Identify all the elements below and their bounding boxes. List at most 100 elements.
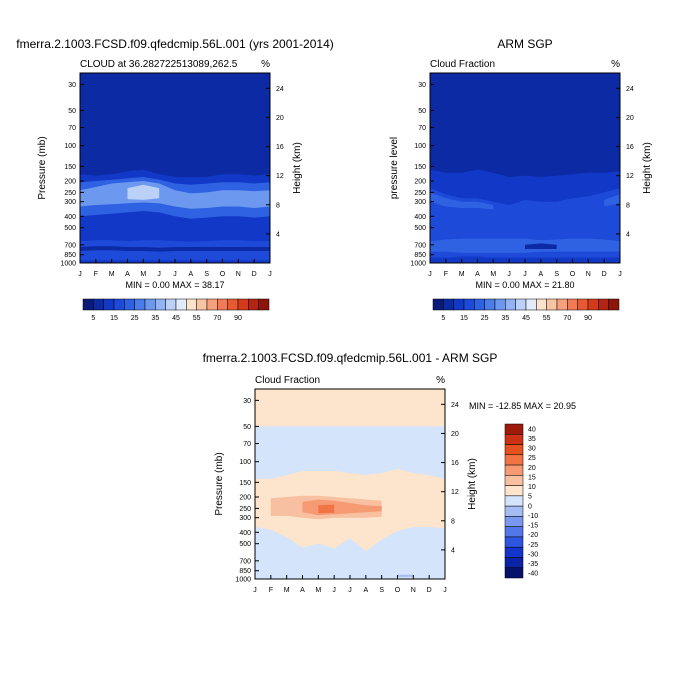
height-tick-label: 4 bbox=[451, 547, 455, 554]
y-tick-label: 700 bbox=[239, 558, 251, 565]
contour-region-2-0 bbox=[80, 181, 270, 209]
y-tick-label: 400 bbox=[239, 530, 251, 537]
obs-panel-ylabel-right: Height (km) bbox=[642, 142, 653, 194]
height-tick-label: 24 bbox=[451, 402, 459, 409]
y-tick-label: 200 bbox=[239, 495, 251, 502]
colorbar-label: 35 bbox=[528, 436, 536, 443]
x-tick-label: A bbox=[538, 271, 543, 278]
colorbar-box bbox=[443, 298, 454, 311]
colorbar-label: 35 bbox=[501, 315, 509, 322]
x-tick-label: F bbox=[94, 271, 98, 278]
y-tick-label: 30 bbox=[68, 82, 76, 89]
colorbar-box bbox=[546, 298, 558, 311]
colorbar-label: 45 bbox=[172, 315, 180, 322]
y-tick-label: 850 bbox=[239, 568, 251, 575]
height-tick-label: 4 bbox=[626, 231, 630, 238]
colorbar-box bbox=[536, 298, 547, 311]
diff-panel: fmerra.2.1003.FCSD.f09.qfedcmip.56L.001 … bbox=[203, 351, 576, 594]
diff-panel-title: fmerra.2.1003.FCSD.f09.qfedcmip.56L.001 … bbox=[203, 351, 498, 365]
colorbar-label: 55 bbox=[543, 315, 551, 322]
model-panel-ylabel: Pressure (mb) bbox=[37, 136, 48, 199]
colorbar-box bbox=[504, 505, 524, 517]
obs-panel-right-string: % bbox=[611, 59, 620, 70]
colorbar-label: -20 bbox=[528, 532, 538, 539]
model-panel-axes: J F M A M J J A S O N D J 30 50 70 100 150 200 250 300 400 500… bbox=[60, 82, 283, 278]
height-tick-label: 20 bbox=[626, 115, 634, 122]
y-tick-label: 300 bbox=[64, 199, 76, 206]
x-tick-label: J bbox=[268, 271, 272, 278]
colorbar-box bbox=[504, 444, 524, 456]
y-tick-label: 1000 bbox=[60, 261, 76, 268]
colorbar-label: 70 bbox=[563, 315, 571, 322]
y-tick-label: 700 bbox=[64, 242, 76, 249]
colorbar-box bbox=[453, 298, 465, 311]
colorbar-label: 0 bbox=[528, 503, 532, 510]
diff-panel-right-string: % bbox=[436, 375, 445, 386]
colorbar-label: 90 bbox=[234, 315, 242, 322]
x-tick-label: O bbox=[220, 271, 226, 278]
colorbar-box bbox=[504, 516, 524, 527]
colorbar-box bbox=[217, 298, 228, 311]
y-tick-label: 850 bbox=[64, 252, 76, 259]
colorbar-label: -40 bbox=[528, 571, 538, 578]
y-tick-label: 400 bbox=[414, 214, 426, 221]
colorbar-box bbox=[505, 298, 516, 311]
y-tick-label: 150 bbox=[239, 480, 251, 487]
diff-panel-stats: MIN = -12.85 MAX = 20.95 bbox=[469, 401, 576, 411]
y-tick-label: 250 bbox=[239, 506, 251, 513]
colorbar-label: 45 bbox=[522, 315, 530, 322]
obs-panel-ylabel: pressure level bbox=[389, 137, 400, 199]
colorbar-label: 70 bbox=[213, 315, 221, 322]
colorbar-box bbox=[432, 298, 444, 311]
colorbar-label: 90 bbox=[584, 315, 592, 322]
colorbar-box bbox=[93, 298, 104, 311]
y-tick-label: 150 bbox=[64, 164, 76, 171]
model-panel-stats: MIN = 0.00 MAX = 38.17 bbox=[125, 280, 224, 290]
obs-panel-stats: MIN = 0.00 MAX = 21.80 bbox=[475, 280, 574, 290]
colorbar-label: -15 bbox=[528, 523, 538, 530]
height-tick-label: 8 bbox=[451, 518, 455, 525]
y-tick-label: 30 bbox=[243, 398, 251, 405]
colorbar-box bbox=[227, 298, 239, 311]
x-tick-label: A bbox=[475, 271, 480, 278]
x-tick-label: M bbox=[490, 271, 496, 278]
x-tick-label: N bbox=[411, 587, 416, 594]
y-tick-label: 100 bbox=[64, 143, 76, 150]
height-tick-label: 24 bbox=[276, 86, 284, 93]
y-tick-label: 50 bbox=[418, 108, 426, 115]
x-tick-label: S bbox=[204, 271, 209, 278]
x-tick-label: A bbox=[188, 271, 193, 278]
height-tick-label: 16 bbox=[276, 144, 284, 151]
colorbar-box bbox=[248, 298, 259, 311]
diff-panel-ylabel-right: Height (km) bbox=[467, 458, 478, 510]
y-tick-label: 70 bbox=[68, 125, 76, 132]
colorbar-label: -35 bbox=[528, 561, 538, 568]
x-tick-label: J bbox=[78, 271, 82, 278]
model-panel-ylabel-right: Height (km) bbox=[292, 142, 303, 194]
obs-panel: ARM SGP Cloud Fraction % J F M A M J J A S O N D J 30… bbox=[389, 37, 653, 322]
contour-region-2-1 bbox=[604, 194, 620, 207]
y-tick-label: 100 bbox=[239, 459, 251, 466]
y-tick-label: 70 bbox=[243, 441, 251, 448]
height-tick-label: 20 bbox=[276, 115, 284, 122]
colorbar-box bbox=[474, 298, 485, 311]
y-tick-label: 300 bbox=[239, 515, 251, 522]
x-tick-label: N bbox=[586, 271, 591, 278]
height-tick-label: 12 bbox=[626, 173, 634, 180]
colorbar-label: 55 bbox=[193, 315, 201, 322]
colorbar-label: 25 bbox=[481, 315, 489, 322]
contour-region-2-0 bbox=[430, 192, 494, 210]
colorbar-box bbox=[504, 454, 524, 466]
colorbar-box bbox=[525, 298, 537, 311]
model-panel-right-string: % bbox=[261, 59, 270, 70]
x-tick-label: J bbox=[618, 271, 622, 278]
colorbar-box bbox=[113, 298, 125, 311]
y-tick-label: 200 bbox=[414, 179, 426, 186]
diff-panel-colorbar: 40 35 30 25 20 15 10 5 0 -10 -15 -20 -25 -30 -35 -40 bbox=[504, 423, 538, 579]
colorbar-box bbox=[504, 464, 524, 476]
obs-panel-axes: J F M A M J J A S O N D J 30 50 70 100 150 200 250 300 400 500… bbox=[410, 82, 633, 278]
colorbar-label: -25 bbox=[528, 542, 538, 549]
colorbar-box bbox=[165, 298, 177, 311]
colorbar-box bbox=[186, 298, 197, 311]
x-tick-label: S bbox=[554, 271, 559, 278]
